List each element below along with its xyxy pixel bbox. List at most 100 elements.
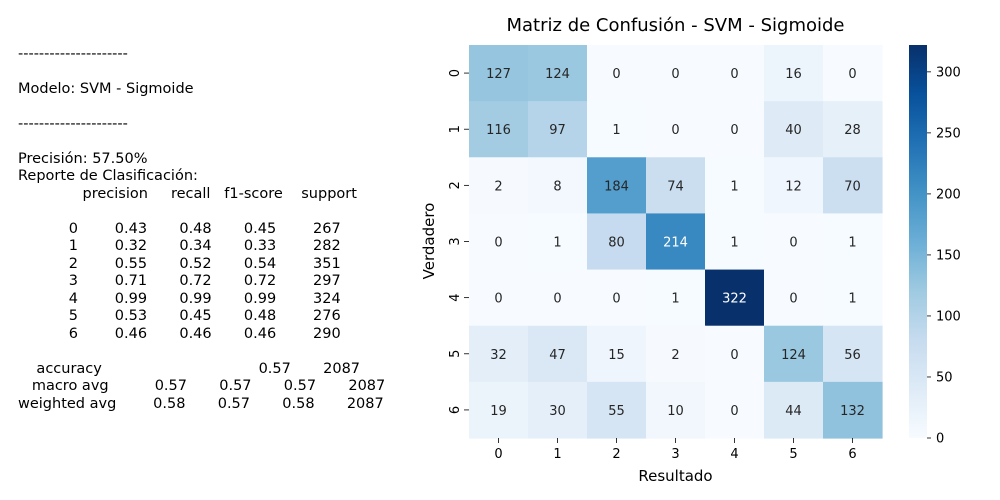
heatmap-cell <box>705 213 765 271</box>
heatmap-cell <box>823 325 883 383</box>
cell-value-label: 1 <box>848 292 856 307</box>
cell-value-label: 70 <box>844 179 861 194</box>
heatmap-cell <box>469 101 529 158</box>
y-tick-label: 5 <box>448 350 463 358</box>
cell-value-label: 1 <box>671 292 679 307</box>
y-tick-label: 2 <box>448 181 463 189</box>
report-line: 0 0.43 0.48 0.45 267 <box>18 221 341 237</box>
x-axis-label: Resultado <box>638 467 712 485</box>
cell-value-label: 32 <box>490 348 507 363</box>
report-line: macro avg 0.57 0.57 0.57 2087 <box>18 378 386 394</box>
heatmap-cell <box>587 213 647 271</box>
heatmap-cell <box>823 45 883 102</box>
heatmap-cell <box>764 101 824 158</box>
heatmap-cell <box>528 101 588 158</box>
report-line: accuracy 0.57 2087 <box>18 361 361 377</box>
report-line: precision recall f1-score support <box>18 186 357 202</box>
cell-value-label: 1 <box>848 236 856 251</box>
heatmap-cell <box>646 269 706 327</box>
cell-value-label: 124 <box>781 348 806 363</box>
chart-title: Matriz de Confusión - SVM - Sigmoide <box>507 15 845 36</box>
cell-value-label: 1 <box>730 236 738 251</box>
cell-value-label: 0 <box>789 236 797 251</box>
cell-value-label: 0 <box>612 292 620 307</box>
heatmap-cell <box>764 269 824 327</box>
heatmap-cell <box>528 213 588 271</box>
y-axis-label: Verdadero <box>420 203 438 280</box>
cell-value-label: 97 <box>549 123 566 138</box>
heatmap-cell <box>469 325 529 383</box>
colorbar <box>909 45 927 438</box>
cell-value-label: 116 <box>486 123 511 138</box>
heatmap-cell <box>705 381 765 439</box>
classification-report: --------------------- Modelo: SVM - Sigmo… <box>18 46 418 426</box>
heatmap-cell <box>705 157 765 215</box>
x-tick-label: 4 <box>730 447 738 462</box>
colorbar-tick-label: 200 <box>936 187 961 202</box>
cell-value-label: 74 <box>667 179 684 194</box>
x-tick-label: 0 <box>494 447 502 462</box>
heatmap-cell <box>528 381 588 439</box>
colorbar-tick-label: 150 <box>936 248 961 263</box>
x-tick-label: 6 <box>848 447 856 462</box>
heatmap-cell <box>528 45 588 102</box>
heatmap-cell <box>469 269 529 327</box>
cell-value-label: 56 <box>844 348 861 363</box>
cell-value-label: 40 <box>785 123 802 138</box>
heatmap-cell <box>646 325 706 383</box>
cell-value-label: 15 <box>608 348 625 363</box>
heatmap-cell <box>469 213 529 271</box>
cell-value-label: 0 <box>671 67 679 82</box>
heatmap-cell <box>646 45 706 102</box>
heatmap-cell <box>823 157 883 215</box>
cell-value-label: 2 <box>494 179 502 194</box>
heatmap-cell <box>823 381 883 439</box>
report-line: 3 0.71 0.72 0.72 297 <box>18 273 341 289</box>
cell-value-label: 1 <box>730 179 738 194</box>
cell-value-label: 0 <box>789 292 797 307</box>
cell-value-label: 184 <box>604 179 629 194</box>
y-tick-label: 0 <box>448 69 463 77</box>
report-line: 5 0.53 0.45 0.48 276 <box>18 308 341 324</box>
heatmap-cell <box>764 45 824 102</box>
heatmap-cell <box>764 157 824 215</box>
heatmap-cell <box>646 381 706 439</box>
heatmap-cell <box>646 157 706 215</box>
cell-value-label: 55 <box>608 404 625 419</box>
report-line: --------------------- <box>18 116 128 132</box>
cell-value-label: 2 <box>671 348 679 363</box>
cell-value-label: 12 <box>785 179 802 194</box>
colorbar-tick-label: 300 <box>936 65 961 80</box>
x-tick-label: 5 <box>789 447 797 462</box>
cell-value-label: 47 <box>549 348 566 363</box>
x-tick-label: 3 <box>671 447 679 462</box>
heatmap-cell <box>764 325 824 383</box>
heatmap-cell <box>469 157 529 215</box>
y-tick-label: 1 <box>448 125 463 133</box>
report-line: Modelo: SVM - Sigmoide <box>18 81 194 97</box>
cell-value-label: 0 <box>848 67 856 82</box>
cell-value-label: 0 <box>494 292 502 307</box>
report-line: Reporte de Clasificación: <box>18 168 198 184</box>
report-line: 4 0.99 0.99 0.99 324 <box>18 291 341 307</box>
heatmap-cell <box>528 157 588 215</box>
heatmap-cell <box>469 45 529 102</box>
heatmap-cell <box>528 325 588 383</box>
heatmap-cell <box>646 213 706 271</box>
cell-value-label: 124 <box>545 67 570 82</box>
heatmap-cell <box>587 269 647 327</box>
cell-value-label: 0 <box>730 67 738 82</box>
cell-value-label: 10 <box>667 404 684 419</box>
x-tick-label: 2 <box>612 447 620 462</box>
cell-value-label: 8 <box>553 179 561 194</box>
report-line: 2 0.55 0.52 0.54 351 <box>18 256 341 272</box>
colorbar-tick-label: 0 <box>936 432 944 447</box>
y-tick-label: 6 <box>448 406 463 414</box>
cell-value-label: 132 <box>840 404 865 419</box>
cell-value-label: 0 <box>730 348 738 363</box>
cell-value-label: 28 <box>844 123 861 138</box>
report-line: --------------------- <box>18 46 128 62</box>
heatmap-cell <box>587 381 647 439</box>
heatmap-cell <box>587 101 647 158</box>
report-line: Precisión: 57.50% <box>18 151 148 167</box>
